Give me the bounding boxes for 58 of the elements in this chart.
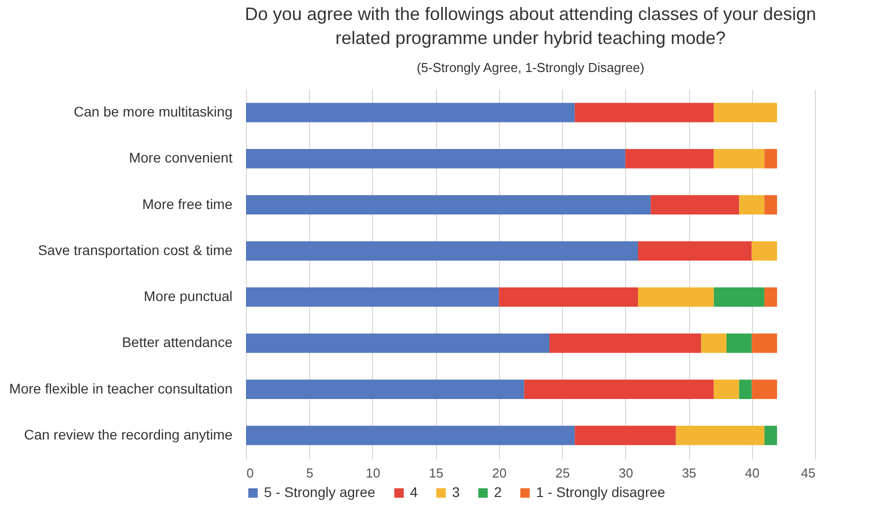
bar [726, 334, 752, 353]
bar [246, 334, 550, 353]
bar [764, 195, 778, 214]
bar [676, 426, 764, 446]
bar [714, 148, 764, 168]
bar [638, 241, 752, 261]
y-tick-label: More convenient [128, 150, 233, 166]
bar [574, 426, 676, 446]
y-tick-label: More flexible in teacher consultation [9, 380, 232, 396]
y-tick-label: Can review the recording anytime [24, 426, 233, 442]
bar [549, 334, 702, 353]
bar [752, 380, 778, 400]
x-tick-label: 25 [555, 466, 570, 480]
x-tick-label: 5 [306, 466, 314, 480]
bar [246, 426, 575, 446]
legend-label: 3 [452, 484, 460, 500]
bar [752, 241, 778, 261]
bar [701, 334, 726, 353]
bar [764, 287, 778, 307]
bar [638, 287, 714, 307]
legend-label: 2 [494, 484, 502, 500]
bar [764, 426, 778, 446]
y-tick-label: Can be more multitasking [74, 104, 232, 120]
y-tick-label: More free time [142, 196, 233, 212]
y-tick-label: Save transportation cost & time [38, 242, 233, 258]
bar [246, 195, 651, 214]
x-tick-label: 10 [366, 466, 380, 480]
chart-title: Do you agree with the followings about attending classes of your design related programme under hybrid teaching mode? [244, 4, 816, 48]
bar [574, 102, 714, 122]
bar [714, 380, 740, 400]
x-tick-label: 20 [492, 466, 507, 480]
bar [246, 148, 626, 168]
chart-subtitle: (5-Strongly Agree, 1-Strongly Disagree) [416, 60, 644, 75]
bar [524, 380, 714, 400]
bar [752, 334, 778, 353]
legend-label: 5 - Strongly agree [264, 484, 376, 500]
legend-label: 4 [410, 484, 418, 500]
bar [246, 102, 575, 122]
bar [714, 287, 764, 307]
bar [246, 380, 524, 400]
bar [739, 380, 752, 400]
bar [714, 102, 778, 122]
bar [498, 287, 638, 307]
bar [650, 195, 740, 214]
y-tick-label: More punctual [144, 288, 232, 304]
legend-label: 1 - Strongly disagree [536, 484, 666, 500]
y-tick-label: Better attendance [122, 334, 233, 350]
bar [246, 287, 499, 307]
x-tick-label: 45 [801, 466, 816, 480]
bar [625, 148, 714, 168]
bar [739, 195, 764, 214]
x-tick-label: 15 [428, 466, 444, 480]
x-tick-label: 0 [246, 466, 254, 480]
x-tick-label: 40 [745, 466, 760, 480]
bar [764, 148, 778, 168]
x-tick-label: 35 [682, 466, 696, 480]
x-tick-label: 30 [618, 466, 634, 480]
bar [246, 241, 638, 261]
